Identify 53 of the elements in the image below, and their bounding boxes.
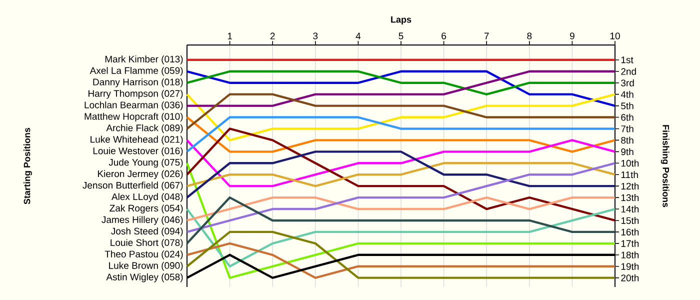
y-tick-label: 15th [621, 216, 639, 224]
series-label: Louie Westover (016) [93, 147, 183, 156]
y-tick-label: 16th [621, 228, 639, 236]
series-label: Lochlan Bearman (036) [84, 101, 183, 110]
series-label: Theo Pastou (024) [104, 250, 183, 260]
y-tick-label: 5th [621, 102, 634, 110]
series-label: Alex LLoyd (048) [111, 193, 183, 202]
text: Starting Positions [24, 128, 32, 204]
x-tick-label: 3 [313, 32, 318, 40]
series-label: Zak Rogers (054) [110, 204, 183, 214]
y-tick-label: 19th [621, 262, 639, 270]
x-tick-label: 1 [228, 32, 232, 40]
series-label: Luke Brown (090) [109, 262, 183, 271]
x-tick-label: 4 [356, 32, 361, 40]
series-label: Luke Whitehead (021) [90, 136, 183, 145]
x-tick-label: 8 [527, 32, 532, 40]
series-label: Danny Harrison (018) [93, 78, 183, 88]
x-tick-label: 10 [610, 32, 620, 40]
y-tick-label: 17th [621, 240, 639, 247]
y-tick-label: 2nd [621, 68, 636, 75]
y-axis-title: Finishing Positions [660, 125, 670, 208]
x-tick-label: 6 [442, 32, 446, 40]
series-label: Kieron Jermey (026) [98, 170, 183, 180]
y-tick-label: 10th [621, 160, 639, 167]
y-tick-label: 20th [621, 274, 639, 282]
y-tick-label: 14th [621, 206, 639, 212]
y-tick-label: 1st [621, 56, 634, 64]
series-label: Jenson Butterfield (067) [82, 182, 183, 190]
x-tick-label: 7 [484, 32, 489, 40]
series-label: Axel La Flamme (059) [90, 66, 183, 76]
x-axis-title: Laps [391, 16, 412, 24]
y-tick-label: 11th [621, 171, 638, 178]
series-label: Louie Short (078) [110, 238, 183, 248]
series-label: Matthew Hopcraft (010) [84, 112, 183, 122]
y-tick-label: 8th [621, 136, 634, 144]
series-label: Archie Flack (089) [106, 124, 183, 134]
y-tick-label: 4th [620, 90, 634, 98]
x-tick-label: 5 [398, 32, 404, 40]
y-tick-label: 9th [621, 148, 634, 156]
y-tick-label: 6th [621, 114, 634, 121]
series-label: Mark Kimber (013) [105, 55, 183, 64]
x-tick-label: 2 [270, 32, 275, 40]
series-label: Josh Steed (094) [111, 228, 183, 236]
y-tick-label: 7th [621, 125, 634, 132]
y-tick-label: 13th [621, 194, 639, 202]
series-label: Astin Wigley (058) [106, 273, 183, 282]
series-label: James Hillery (046) [102, 216, 183, 225]
series-label: Harry Thompson (027) [88, 90, 183, 99]
y-tick-label: 3rd [621, 79, 634, 86]
y-tick-label: 12th [621, 182, 639, 190]
y-tick-label: 18th [621, 251, 639, 258]
series-label: Jude Young (075) [108, 158, 183, 168]
x-tick-label: 9 [570, 32, 574, 40]
